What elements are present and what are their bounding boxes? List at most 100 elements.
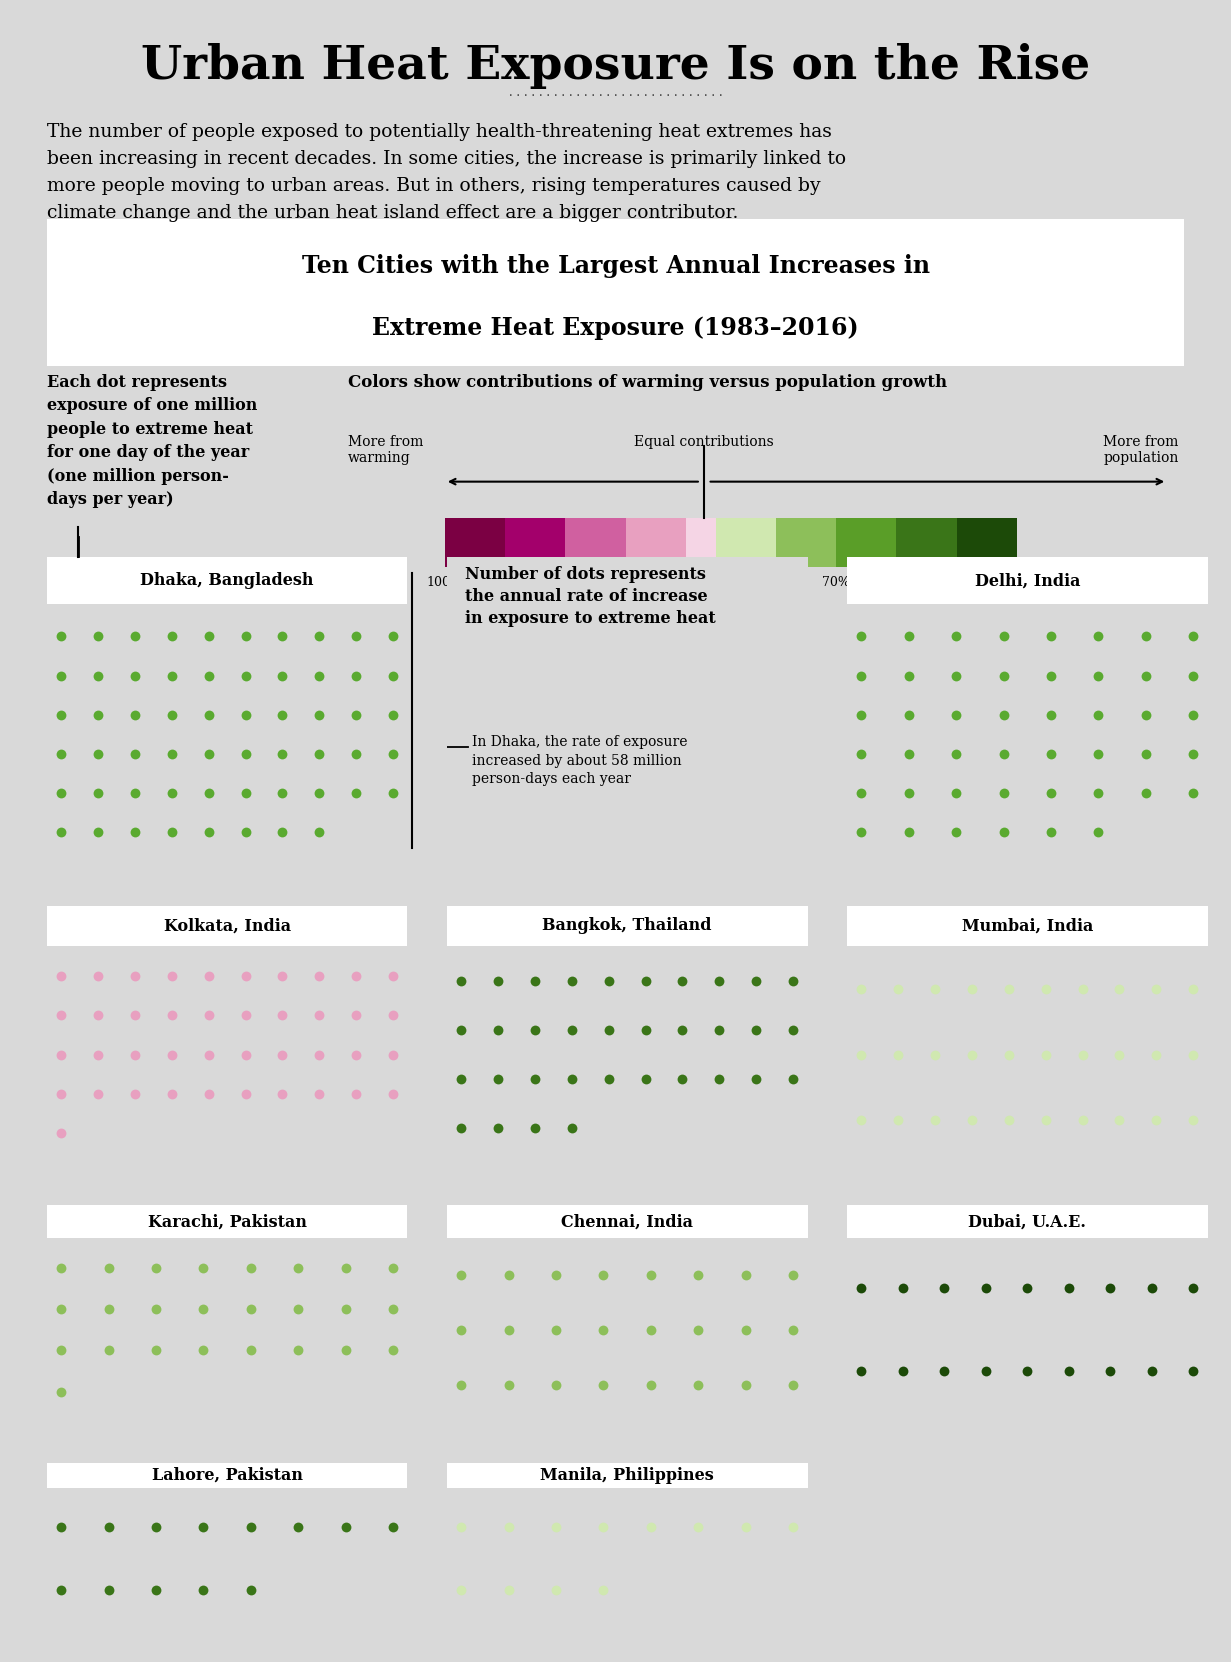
Point bbox=[98, 1255, 118, 1281]
Point bbox=[193, 1338, 213, 1365]
Point bbox=[235, 1042, 255, 1069]
Point bbox=[162, 962, 182, 989]
Point bbox=[52, 779, 71, 806]
Text: Colors show contributions of warming versus population growth: Colors show contributions of warming ver… bbox=[348, 374, 948, 391]
Bar bbox=[47, 1205, 407, 1238]
Point bbox=[383, 1296, 403, 1323]
Point bbox=[235, 661, 255, 688]
Point bbox=[672, 1065, 692, 1092]
Point bbox=[126, 1080, 145, 1107]
Point bbox=[1136, 741, 1156, 768]
Point bbox=[89, 623, 108, 650]
Point bbox=[593, 1371, 613, 1398]
Point bbox=[336, 1514, 356, 1541]
Point bbox=[309, 661, 329, 688]
Point bbox=[383, 1514, 403, 1541]
Point bbox=[746, 1017, 766, 1044]
Point bbox=[1136, 701, 1156, 728]
Point bbox=[1041, 779, 1061, 806]
Point bbox=[899, 661, 918, 688]
Point bbox=[852, 701, 872, 728]
Bar bbox=[447, 1205, 808, 1238]
Point bbox=[563, 1115, 582, 1142]
Point bbox=[383, 962, 403, 989]
Point bbox=[1041, 623, 1061, 650]
Point bbox=[1146, 1042, 1166, 1069]
Point bbox=[947, 661, 966, 688]
Point bbox=[947, 701, 966, 728]
Point bbox=[288, 1255, 308, 1281]
Point bbox=[383, 701, 403, 728]
Point bbox=[635, 1017, 655, 1044]
Point bbox=[1041, 741, 1061, 768]
Point bbox=[993, 819, 1013, 846]
Point bbox=[309, 701, 329, 728]
Point bbox=[288, 1296, 308, 1323]
Point bbox=[162, 661, 182, 688]
Point bbox=[1000, 1042, 1019, 1069]
Bar bbox=[836, 517, 896, 567]
Point bbox=[89, 819, 108, 846]
Point bbox=[1101, 1358, 1120, 1384]
Point bbox=[52, 1338, 71, 1365]
Text: Ten Cities with the Largest Annual Increases in: Ten Cities with the Largest Annual Incre… bbox=[302, 254, 929, 278]
Point bbox=[452, 1261, 471, 1288]
Point bbox=[547, 1577, 566, 1604]
Point bbox=[272, 1042, 292, 1069]
Text: .............................: ............................. bbox=[507, 86, 724, 100]
Point bbox=[146, 1514, 166, 1541]
Point bbox=[1035, 1042, 1055, 1069]
Point bbox=[241, 1514, 261, 1541]
Point bbox=[736, 1514, 756, 1541]
Point bbox=[688, 1261, 708, 1288]
Bar bbox=[444, 517, 505, 567]
Point bbox=[889, 1107, 908, 1133]
Point bbox=[126, 1042, 145, 1069]
Point bbox=[336, 1296, 356, 1323]
Point bbox=[1000, 1107, 1019, 1133]
Text: In Dhaka, the rate of exposure
increased by about 58 million
person-days each ye: In Dhaka, the rate of exposure increased… bbox=[473, 735, 688, 786]
Point bbox=[452, 1065, 471, 1092]
Point bbox=[199, 779, 219, 806]
Point bbox=[947, 741, 966, 768]
Point bbox=[783, 1065, 803, 1092]
Point bbox=[746, 1065, 766, 1092]
Bar bbox=[776, 517, 836, 567]
Point bbox=[241, 1255, 261, 1281]
Point bbox=[1109, 1042, 1129, 1069]
Point bbox=[162, 1042, 182, 1069]
Point bbox=[563, 967, 582, 994]
Point bbox=[688, 1371, 708, 1398]
Point bbox=[52, 1577, 71, 1604]
Point bbox=[452, 1371, 471, 1398]
Bar bbox=[956, 517, 1017, 567]
Point bbox=[199, 1002, 219, 1029]
Point bbox=[126, 623, 145, 650]
Point bbox=[1072, 1042, 1092, 1069]
Point bbox=[1183, 1107, 1203, 1133]
Point bbox=[1183, 1275, 1203, 1301]
Point bbox=[383, 1080, 403, 1107]
Point bbox=[547, 1261, 566, 1288]
Point bbox=[641, 1261, 661, 1288]
Text: Dhaka, Bangladesh: Dhaka, Bangladesh bbox=[140, 572, 314, 588]
Point bbox=[499, 1514, 518, 1541]
Text: Kolkata, India: Kolkata, India bbox=[164, 917, 291, 934]
Point bbox=[852, 779, 872, 806]
Point bbox=[963, 976, 982, 1002]
Point bbox=[235, 779, 255, 806]
Point bbox=[52, 701, 71, 728]
Point bbox=[934, 1275, 954, 1301]
Point bbox=[1183, 1358, 1203, 1384]
Point bbox=[641, 1316, 661, 1343]
Point bbox=[993, 661, 1013, 688]
Point bbox=[672, 1017, 692, 1044]
Point bbox=[1035, 976, 1055, 1002]
Point bbox=[272, 1002, 292, 1029]
Point bbox=[89, 962, 108, 989]
Point bbox=[934, 1358, 954, 1384]
Text: Dubai, U.A.E.: Dubai, U.A.E. bbox=[969, 1213, 1086, 1230]
Text: 70%: 70% bbox=[612, 577, 640, 590]
Point bbox=[346, 1042, 366, 1069]
Point bbox=[593, 1514, 613, 1541]
